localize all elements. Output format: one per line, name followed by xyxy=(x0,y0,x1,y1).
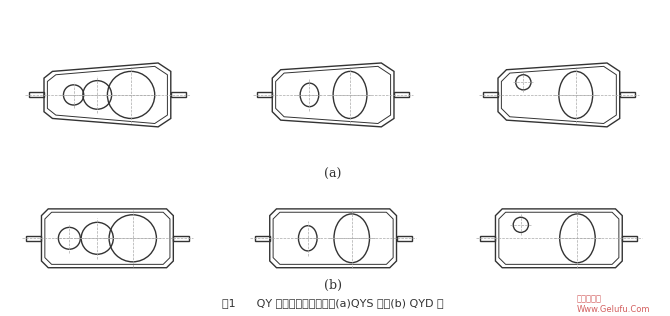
Bar xyxy=(394,92,409,97)
Bar xyxy=(174,236,188,241)
Text: 图1      QY 型减速器结构简图：(a)QYS 型；(b) QYD 型: 图1 QY 型减速器结构简图：(a)QYS 型；(b) QYD 型 xyxy=(222,298,444,307)
Bar xyxy=(480,236,495,241)
Text: 格鲁夫机械
Www.Gelufu.Com: 格鲁夫机械 Www.Gelufu.Com xyxy=(577,295,651,314)
Bar xyxy=(483,92,498,97)
Bar xyxy=(622,236,637,241)
Text: (b): (b) xyxy=(324,279,342,292)
Bar xyxy=(255,236,270,241)
Bar xyxy=(257,92,272,97)
Text: (a): (a) xyxy=(324,167,342,180)
Bar xyxy=(397,236,412,241)
Bar xyxy=(29,92,44,97)
Bar xyxy=(26,236,42,241)
Bar xyxy=(620,92,635,97)
Bar xyxy=(171,92,186,97)
